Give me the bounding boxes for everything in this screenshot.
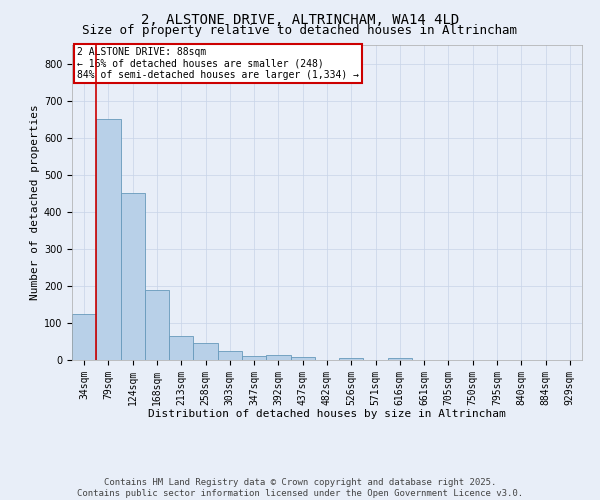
Text: 2 ALSTONE DRIVE: 88sqm
← 16% of detached houses are smaller (248)
84% of semi-de: 2 ALSTONE DRIVE: 88sqm ← 16% of detached… [77, 46, 359, 80]
Text: Contains HM Land Registry data © Crown copyright and database right 2025.
Contai: Contains HM Land Registry data © Crown c… [77, 478, 523, 498]
Bar [96, 119, 121, 360]
Bar [193, 344, 218, 360]
Bar [388, 358, 412, 360]
Y-axis label: Number of detached properties: Number of detached properties [29, 104, 40, 300]
X-axis label: Distribution of detached houses by size in Altrincham: Distribution of detached houses by size … [148, 409, 506, 419]
Bar [266, 355, 290, 360]
Text: 2, ALSTONE DRIVE, ALTRINCHAM, WA14 4LD: 2, ALSTONE DRIVE, ALTRINCHAM, WA14 4LD [141, 12, 459, 26]
Bar [242, 356, 266, 360]
Bar [72, 314, 96, 360]
Bar [339, 358, 364, 360]
Bar [169, 336, 193, 360]
Bar [218, 350, 242, 360]
Bar [145, 290, 169, 360]
Bar [121, 193, 145, 360]
Text: Size of property relative to detached houses in Altrincham: Size of property relative to detached ho… [83, 24, 517, 37]
Bar [290, 358, 315, 360]
